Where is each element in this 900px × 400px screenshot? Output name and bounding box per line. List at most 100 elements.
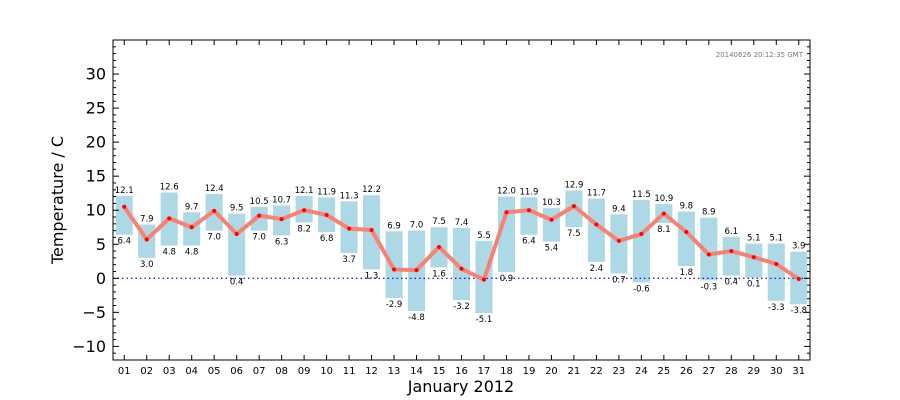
max-value-label: 12.1	[295, 186, 314, 196]
min-value-label: 6.4	[117, 237, 131, 247]
min-value-label: 3.7	[342, 255, 356, 265]
y-tick-label: −10	[72, 337, 106, 356]
max-value-label: 12.9	[564, 180, 583, 190]
min-value-label: 2.4	[590, 264, 604, 274]
min-value-label: 4.8	[162, 248, 176, 258]
mean-point	[729, 249, 734, 254]
x-axis-label: January 2012	[407, 377, 514, 396]
plot-area: 12.1 6.4 7.9 3.0 12.6 4.8 9.7 4.8 12.4 7.0 9.5 0.4 1…	[72, 39, 811, 377]
max-value-label: 9.8	[680, 202, 694, 212]
x-tick-label: 27	[702, 366, 715, 377]
max-value-label: 7.0	[410, 221, 424, 231]
y-axis-label: Temperature / C	[48, 136, 67, 265]
min-value-label: 0.4	[725, 278, 739, 288]
min-value-label: 0.7	[612, 276, 626, 286]
x-tick-label: 21	[568, 366, 581, 377]
min-value-label: -3.2	[453, 302, 470, 312]
min-value-label: -4.8	[408, 313, 425, 323]
min-value-label: 6.8	[320, 234, 334, 244]
mean-point	[144, 237, 149, 242]
min-value-label: -0.6	[633, 284, 650, 294]
mean-point	[594, 222, 599, 227]
mean-point	[189, 225, 194, 230]
mean-point	[414, 268, 419, 273]
x-tick-label: 30	[770, 366, 783, 377]
range-bar	[385, 231, 403, 299]
x-tick-label: 10	[320, 366, 333, 377]
min-value-label: 3.0	[140, 260, 154, 270]
range-bar	[115, 195, 133, 235]
x-tick-label: 15	[433, 366, 446, 377]
max-value-label: 8.9	[702, 208, 716, 218]
range-bar	[452, 227, 471, 301]
x-tick-label: 11	[343, 366, 356, 377]
y-tick-label: 5	[96, 235, 106, 254]
x-tick-label: 28	[725, 366, 738, 377]
max-value-label: 9.7	[185, 202, 199, 212]
min-value-label: 8.1	[657, 225, 671, 235]
min-value-label: 4.8	[185, 248, 199, 258]
max-value-label: 11.9	[519, 187, 538, 197]
range-bar	[520, 197, 538, 235]
mean-point	[279, 217, 284, 222]
min-value-label: 1.6	[432, 269, 446, 279]
min-value-label: -3.3	[768, 303, 785, 313]
x-tick-label: 04	[185, 366, 198, 377]
max-value-label: 11.3	[340, 191, 359, 201]
max-value-label: 11.9	[317, 187, 336, 197]
range-bar	[745, 243, 763, 278]
x-tick-label: 05	[208, 366, 221, 377]
x-tick-label: 01	[118, 366, 131, 377]
range-bar	[722, 236, 740, 276]
x-tick-label: 23	[613, 366, 626, 377]
max-value-label: 10.7	[272, 195, 291, 205]
range-bar	[700, 217, 718, 281]
x-tick-label: 19	[523, 366, 536, 377]
x-tick-label: 25	[657, 366, 670, 377]
x-tick-label: 08	[275, 366, 288, 377]
mean-point	[459, 266, 464, 271]
max-value-label: 10.9	[654, 194, 673, 204]
max-value-label: 12.0	[497, 187, 516, 197]
y-tick-label: 10	[86, 201, 106, 220]
mean-point	[504, 210, 509, 215]
max-value-label: 9.4	[612, 204, 626, 214]
x-tick-label: 06	[230, 366, 243, 377]
range-bar	[497, 196, 516, 273]
mean-point	[212, 208, 217, 213]
max-value-label: 12.1	[115, 186, 134, 196]
max-value-label: 6.1	[725, 227, 739, 237]
max-value-label: 12.6	[160, 183, 179, 193]
x-tick-label: 07	[253, 366, 266, 377]
mean-point	[347, 226, 352, 231]
x-tick-label: 13	[388, 366, 401, 377]
y-tick-label: −5	[82, 303, 106, 322]
x-tick-label: 31	[792, 366, 805, 377]
mean-point	[706, 252, 711, 257]
min-value-label: 0.4	[230, 278, 244, 288]
min-value-label: 0.1	[747, 280, 761, 290]
range-bar	[542, 208, 560, 242]
y-tick-label: 30	[86, 65, 106, 84]
mean-point	[234, 232, 239, 237]
min-value-label: 1.8	[680, 268, 694, 278]
mean-point	[796, 276, 801, 281]
min-value-label: 5.4	[545, 244, 559, 254]
min-value-label: 7.0	[207, 233, 221, 243]
max-value-label: 11.7	[587, 189, 606, 199]
x-tick-label: 29	[747, 366, 760, 377]
mean-point	[571, 204, 576, 209]
mean-point	[257, 213, 262, 218]
range-bar	[587, 198, 605, 262]
max-value-label: 3.9	[792, 242, 806, 252]
range-bar	[610, 214, 628, 274]
mean-point	[437, 244, 442, 249]
max-value-label: 7.9	[140, 215, 154, 225]
mean-point	[302, 208, 307, 213]
min-value-label: -3.8	[790, 306, 807, 316]
mean-point	[616, 238, 621, 243]
mean-point	[549, 217, 554, 222]
max-value-label: 5.1	[770, 234, 784, 244]
timestamp-label: 20140626 20:12:35 GMT	[716, 51, 804, 59]
range-bar	[250, 206, 268, 231]
